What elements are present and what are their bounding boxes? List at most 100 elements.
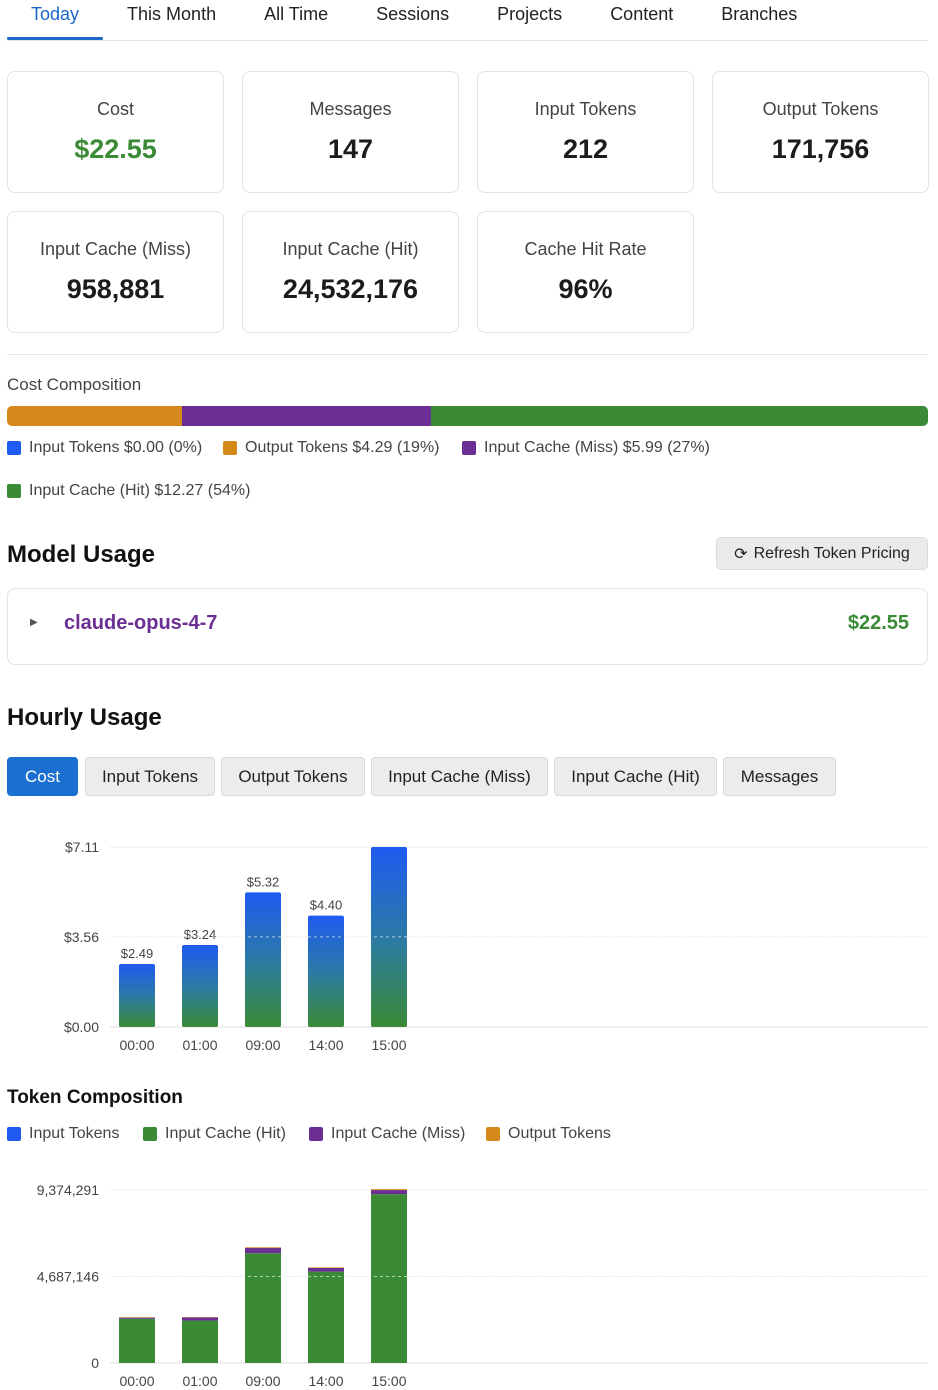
cache-miss-label: Input Cache (Miss): [39, 239, 192, 259]
x-tick-label: 14:00: [308, 1037, 343, 1053]
bar-segment-input-cache-miss: [245, 1248, 281, 1254]
tab-today[interactable]: Today: [7, 0, 104, 40]
tab-content[interactable]: Content: [610, 4, 674, 24]
x-tick-label: 00:00: [119, 1037, 154, 1053]
y-tick-label: $0.00: [64, 1019, 99, 1035]
token-composition-chart-svg: 0 4,687,146 9,374,291 00:00 01:00 09:00 14:00 1…: [37, 1182, 928, 1389]
cost-segment-output-tokens: [7, 406, 182, 426]
cost-segment-input-cache-miss: [181, 406, 431, 426]
hit-rate-label: Cache Hit Rate: [524, 239, 647, 259]
bar-data-label: $3.24: [184, 927, 217, 942]
token-legend-item: Input Cache (Miss): [309, 1125, 465, 1143]
y-tick-label: 0: [91, 1355, 99, 1371]
refresh-pricing-button[interactable]: ⟳ Refresh Token Pricing: [716, 537, 928, 570]
bar-segment-input-cache-miss: [182, 1317, 218, 1321]
messages-card: Messages 147: [242, 71, 459, 193]
cost-value: $22.55: [74, 134, 157, 164]
tab-this-month[interactable]: This Month: [127, 4, 217, 24]
metric-button-input-tokens[interactable]: Input Tokens: [85, 757, 215, 796]
x-tick-label: 09:00: [245, 1037, 280, 1053]
bar: [182, 944, 218, 1027]
legend-text: Input Cache (Hit) $12.27 (54%): [29, 482, 251, 499]
x-tick-label: 15:00: [371, 1037, 406, 1053]
bar-segment-input-cache-hit: [371, 1194, 407, 1363]
cost-legend-item: Input Cache (Miss) $5.99 (27%): [462, 439, 710, 457]
hit-rate-value: 96%: [558, 274, 613, 304]
messages-value: 147: [327, 134, 374, 164]
legend-text: Input Cache (Miss): [331, 1125, 466, 1142]
hourly-usage-title: Hourly Usage: [7, 704, 162, 731]
cache-miss-value: 958,881: [66, 274, 165, 304]
metric-button-input-cache-miss[interactable]: Input Cache (Miss): [371, 757, 548, 796]
legend-text: Output Tokens $4.29 (19%): [245, 439, 440, 456]
bar: [119, 963, 155, 1027]
metric-button-output-tokens[interactable]: Output Tokens: [221, 757, 365, 796]
cache-hit-label: Input Cache (Hit): [282, 239, 419, 259]
output-tokens-card: Output Tokens 171,756: [712, 71, 929, 193]
bar-data-label: $5.32: [247, 874, 280, 889]
expand-caret-icon[interactable]: ▶: [30, 617, 38, 628]
model-name: claude-opus-4-7: [64, 612, 218, 634]
bar-data-label: $4.40: [310, 898, 343, 913]
range-tabs: Today This Month All Time Sessions Projects C…: [7, 0, 928, 41]
hourly-cost-chart-svg: $0.00 $3.56 $7.11 $2.49 00:00 $3.24 01:00 $5.32…: [64, 839, 928, 1053]
refresh-pricing-label: Refresh Token Pricing: [753, 544, 910, 562]
x-tick-label: 01:00: [182, 1037, 217, 1053]
token-legend-item: Input Tokens: [7, 1125, 119, 1143]
cost-composition-label: Cost Composition: [7, 375, 142, 394]
bar-segment-output-tokens: [245, 1247, 281, 1249]
bar-segment-input-cache-hit: [182, 1320, 218, 1363]
token-legend-item: Input Cache (Hit): [143, 1125, 286, 1143]
legend-text: Input Cache (Miss) $5.99 (27%): [484, 439, 710, 456]
legend-swatch: [7, 1127, 21, 1141]
output-tokens-value: 171,756: [771, 134, 870, 164]
bar-segment-input-cache-hit: [119, 1318, 155, 1363]
legend-text: Output Tokens: [508, 1125, 611, 1142]
x-tick-label: 09:00: [245, 1373, 280, 1389]
metric-button-cost[interactable]: Cost: [7, 757, 78, 796]
metric-button-input-cache-hit[interactable]: Input Cache (Hit): [554, 757, 717, 796]
tab-branches[interactable]: Branches: [721, 4, 798, 24]
tab-all-time[interactable]: All Time: [264, 4, 329, 24]
bar-segment-input-cache-hit: [308, 1271, 344, 1363]
output-tokens-label: Output Tokens: [762, 99, 879, 119]
bar-segment-input-cache-miss: [371, 1190, 407, 1195]
tab-projects[interactable]: Projects: [497, 4, 563, 24]
model-row[interactable]: ▶ claude-opus-4-7 $22.55: [7, 588, 928, 665]
tab-sessions[interactable]: Sessions: [376, 4, 450, 24]
bar-segment-output-tokens: [371, 1189, 407, 1191]
cost-legend-item: Output Tokens $4.29 (19%): [223, 439, 440, 457]
hit-rate-card: Cache Hit Rate 96%: [477, 211, 694, 333]
bar-data-label: $2.49: [121, 946, 154, 961]
cost-segment-input-cache-hit: [430, 406, 928, 426]
x-tick-label: 00:00: [119, 1373, 154, 1389]
bar-segment-input-cache-miss: [308, 1267, 344, 1272]
y-tick-label: $7.11: [65, 839, 99, 855]
legend-swatch: [309, 1127, 323, 1141]
x-tick-label: 15:00: [371, 1373, 406, 1389]
bar-segment-input-cache-miss: [119, 1317, 155, 1319]
bar: [245, 892, 281, 1027]
cache-hit-card: Input Cache (Hit) 24,532,176: [242, 211, 459, 333]
y-tick-label: 4,687,146: [37, 1269, 99, 1285]
legend-text: Input Tokens $0.00 (0%): [29, 439, 203, 456]
legend-text: Input Tokens: [29, 1125, 120, 1142]
cost-card: Cost $22.55: [7, 71, 224, 193]
cost-composition-bar: [7, 406, 928, 426]
token-composition-chart: 0 4,687,146 9,374,291 00:00 01:00 09:00 14:00 1…: [0, 1170, 938, 1390]
input-tokens-card: Input Tokens 212: [477, 71, 694, 193]
legend-swatch: [486, 1127, 500, 1141]
legend-text: Input Cache (Hit): [165, 1125, 286, 1142]
cost-legend-item: Input Tokens $0.00 (0%): [7, 439, 202, 457]
legend-swatch: [223, 441, 237, 455]
metric-button-messages[interactable]: Messages: [723, 757, 836, 796]
token-legend-item: Output Tokens: [486, 1125, 611, 1143]
cache-miss-card: Input Cache (Miss) 958,881: [7, 211, 224, 333]
bar: [308, 915, 344, 1027]
legend-swatch: [143, 1127, 157, 1141]
model-cost: $22.55: [847, 612, 909, 634]
y-tick-label: $3.56: [64, 929, 99, 945]
legend-swatch: [7, 484, 21, 498]
bar-segment-output-tokens: [308, 1267, 344, 1268]
messages-label: Messages: [309, 99, 392, 119]
